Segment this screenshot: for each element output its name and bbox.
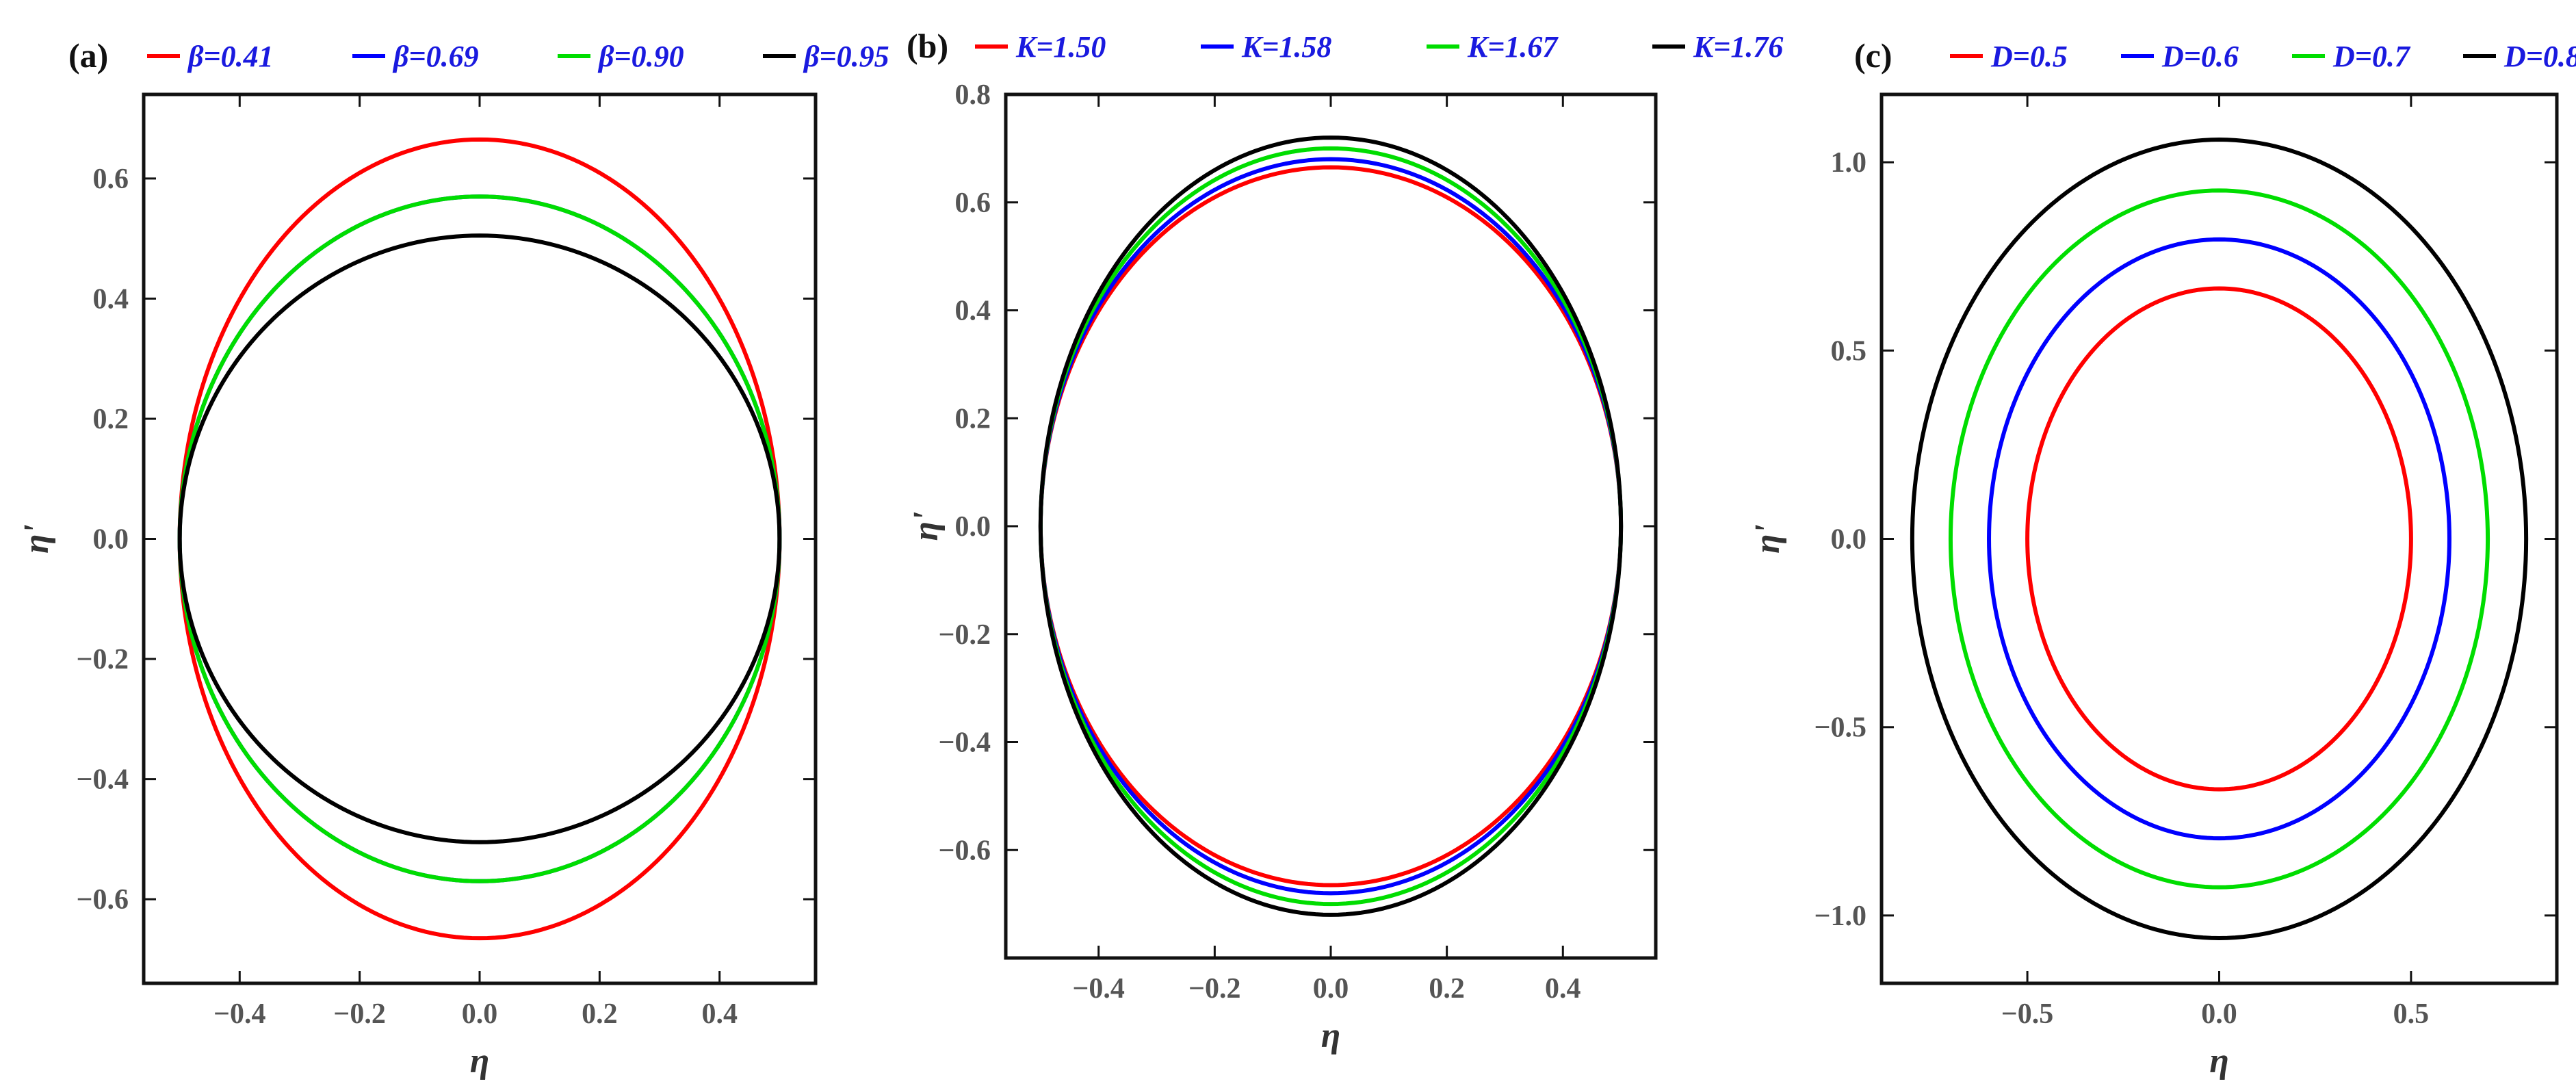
- y-tick-label: −1.0: [1814, 901, 1866, 932]
- y-axis-label: η': [1748, 524, 1787, 554]
- panel-1: −0.4 −0.2 0.0 0.2 0.4 −0.6 −0.4 −0.2 0.0 0.2 0.4 0.…: [17, 36, 889, 1080]
- y-tick-label: −0.6: [77, 884, 129, 916]
- legend: β=0.41 β=0.69 β=0.90 β=0.95: [147, 40, 889, 73]
- y-tick-label: 0.2: [955, 403, 991, 435]
- legend: K=1.50 K=1.58 K=1.67 K=1.76: [975, 30, 1783, 64]
- y-tick-label: −0.5: [1814, 712, 1866, 744]
- panel-3: −0.5 0.0 0.5−1.0−0.50.00.51.0ηη'(c) D=0.5 D=…: [1748, 36, 2576, 1080]
- x-tick-label: 0.2: [582, 998, 618, 1030]
- panel-label: (a): [68, 36, 108, 75]
- series-curve-2: [1987, 237, 2451, 841]
- legend-entry: K=1.67: [1467, 30, 1559, 64]
- series-curve-4: [1038, 135, 1624, 917]
- legend-entry: D=0.7: [2332, 40, 2411, 73]
- legend-entry: β=0.90: [597, 40, 684, 73]
- plot-frame: [1879, 92, 2559, 985]
- y-tick-label: 0.0: [93, 524, 129, 556]
- legend-entry: β=0.95: [803, 40, 889, 73]
- series-curve-1: [1038, 165, 1624, 888]
- series-curve-4: [1910, 138, 2529, 940]
- plot-frame: [142, 92, 818, 985]
- y-tick-label: 0.8: [955, 79, 991, 111]
- legend-entry: D=0.5: [1990, 40, 2068, 73]
- series-curve-1: [2025, 286, 2413, 792]
- legend: D=0.5 D=0.6 D=0.7 D=0.8: [1950, 40, 2576, 73]
- x-tick-label: 0.5: [2393, 998, 2430, 1030]
- series-curve-1: [177, 137, 782, 941]
- y-tick-label: −0.2: [939, 619, 991, 651]
- y-axis-label: η': [907, 512, 946, 541]
- legend-entry: D=0.8: [2503, 40, 2576, 73]
- x-tick-label: −0.4: [1072, 973, 1124, 1005]
- y-tick-label: 0.4: [955, 296, 991, 327]
- x-axis-label: η: [1321, 1016, 1341, 1055]
- y-tick-label: 0.4: [93, 283, 129, 315]
- y-tick-label: 0.6: [955, 187, 991, 219]
- legend-entry: K=1.50: [1015, 30, 1106, 64]
- y-axis-label: η': [17, 524, 56, 554]
- legend-entry: K=1.58: [1241, 30, 1331, 64]
- x-tick-label: −0.4: [213, 998, 265, 1030]
- series-curve-2: [177, 194, 782, 883]
- y-tick-label: 0.2: [93, 404, 129, 435]
- series-curve-3: [177, 194, 782, 883]
- x-tick-label: 0.4: [701, 998, 738, 1030]
- x-tick-label: 0.0: [2201, 998, 2237, 1030]
- y-tick-label: 0.0: [1831, 524, 1867, 556]
- x-tick-label: −0.2: [333, 998, 385, 1030]
- panel-label: (b): [907, 27, 948, 65]
- legend-entry: K=1.76: [1693, 30, 1783, 64]
- x-tick-label: 0.2: [1429, 973, 1465, 1005]
- panel-label: (c): [1854, 36, 1892, 75]
- x-tick-label: −0.2: [1188, 973, 1240, 1005]
- y-tick-label: 0.5: [1831, 335, 1867, 367]
- y-tick-label: 0.0: [955, 511, 991, 543]
- x-tick-label: 0.0: [1313, 973, 1349, 1005]
- series-curve-4: [177, 233, 782, 844]
- legend-entry: D=0.6: [2161, 40, 2239, 73]
- series-curve-3: [1948, 188, 2490, 890]
- plot-frame: [1004, 92, 1658, 960]
- legend-entry: β=0.69: [392, 40, 479, 73]
- x-axis-label: η: [2209, 1041, 2229, 1080]
- y-tick-label: −0.4: [77, 764, 129, 796]
- y-tick-label: 0.6: [93, 164, 129, 195]
- y-tick-label: −0.2: [77, 644, 129, 675]
- y-tick-label: −0.4: [939, 727, 991, 759]
- y-tick-label: −0.6: [939, 835, 991, 866]
- x-axis-label: η: [470, 1041, 490, 1080]
- x-tick-label: 0.4: [1545, 973, 1581, 1005]
- legend-entry: β=0.41: [187, 40, 274, 73]
- x-tick-label: −0.5: [2001, 998, 2053, 1030]
- x-tick-label: 0.0: [462, 998, 498, 1030]
- panel-2: −0.4 −0.2 0.0 0.2 0.4 −0.6 −0.4 −0.2 0.0 0.2 0.4 0.…: [907, 27, 1783, 1055]
- y-tick-label: 1.0: [1831, 147, 1867, 179]
